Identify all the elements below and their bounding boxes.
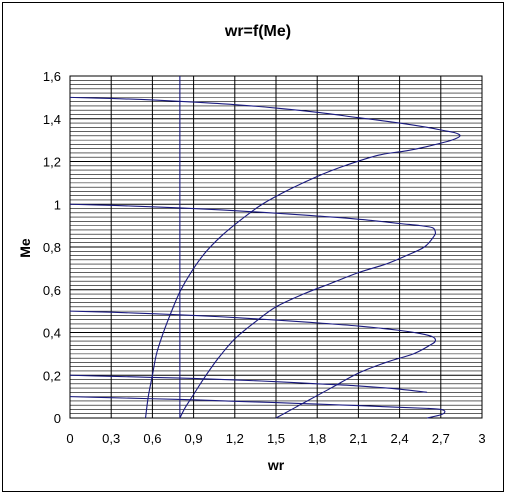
y-tick-label: 1,6 xyxy=(43,69,61,84)
y-axis-ticks: 0 0,2 0,4 0,6 0,8 1 1,2 1,4 1,6 xyxy=(43,69,61,426)
y-tick-label: 1,2 xyxy=(43,155,61,170)
series-line-5 xyxy=(69,396,446,419)
y-tick-label: 0,8 xyxy=(43,240,61,255)
x-tick-label: 2,7 xyxy=(432,431,450,446)
x-tick-label: 1,8 xyxy=(308,431,326,446)
x-tick-label: 0,9 xyxy=(185,431,203,446)
series-line-2 xyxy=(69,203,437,419)
chart-title: wr=f(Me) xyxy=(224,23,291,40)
y-tick-label: 0,6 xyxy=(43,283,61,298)
y-tick-label: 1 xyxy=(54,197,61,212)
y-axis-label: Me xyxy=(17,238,33,258)
series-line-3 xyxy=(69,310,436,419)
grid xyxy=(69,75,483,419)
y-tick-label: 0,2 xyxy=(43,368,61,383)
x-axis-ticks: 0 0,3 0,6 0,9 1,2 1,5 1,8 2,1 2,4 2,7 3 xyxy=(66,431,485,446)
x-tick-label: 3 xyxy=(478,431,485,446)
series-line-1 xyxy=(69,96,461,419)
x-tick-label: 1,2 xyxy=(226,431,244,446)
x-tick-label: 0 xyxy=(66,431,73,446)
y-tick-label: 0,4 xyxy=(43,326,61,341)
y-tick-label: 0 xyxy=(54,411,61,426)
x-tick-label: 2,1 xyxy=(349,431,367,446)
x-tick-label: 1,5 xyxy=(267,431,285,446)
series-group xyxy=(69,76,461,419)
chart-frame xyxy=(2,2,504,492)
y-tick-label: 1,4 xyxy=(43,112,61,127)
series-line-4 xyxy=(69,374,428,393)
x-tick-label: 0,3 xyxy=(102,431,120,446)
x-axis-label: wr xyxy=(267,457,285,473)
x-tick-label: 0,6 xyxy=(143,431,161,446)
x-tick-label: 2,4 xyxy=(391,431,409,446)
